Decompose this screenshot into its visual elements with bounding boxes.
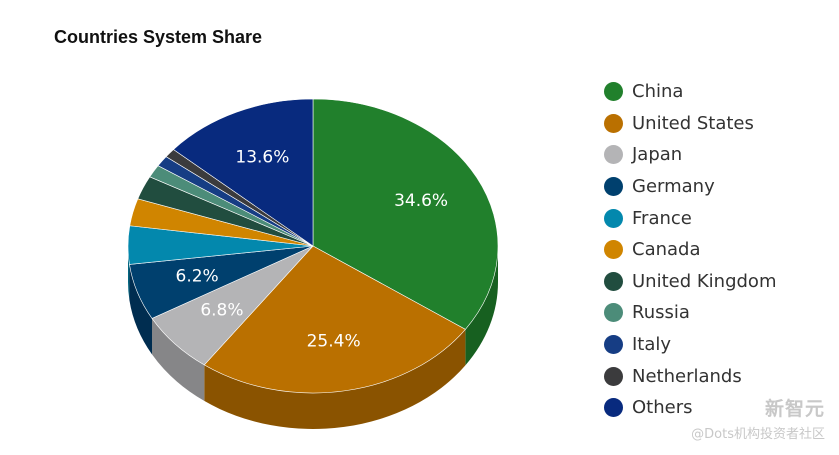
legend-swatch [604,366,623,386]
legend-label: Italy [632,334,672,356]
legend-item-france: France [604,202,776,234]
watermark: 新智元 @Dots机构投资者社区 [691,394,825,442]
pie-side-united-states [204,329,466,429]
legend-item-russia: Russia [604,297,776,329]
legend-swatch [604,177,623,197]
pie-label-germany: 6.2% [176,267,219,287]
pie-side-france [128,246,130,301]
legend-swatch [604,208,623,228]
legend-label: Germany [632,176,715,198]
legend-item-others: Others [604,392,776,424]
legend-swatch [604,335,623,355]
legend-item-netherlands: Netherlands [604,360,776,392]
pie-label-united-states: 25.4% [307,332,361,352]
pie-side-japan [152,318,205,401]
pie-slice-china [312,98,499,330]
legend-swatch [604,271,623,291]
watermark-source: @Dots机构投资者社区 [691,427,825,442]
legend-label: France [632,207,692,229]
legend-label: Canada [632,239,701,261]
pie-chart: 34.6% 25.4% 6.8% 6.2% 13.6% [127,98,499,429]
legend-item-canada: Canada [604,234,776,266]
legend-item-united-states: United States [604,108,776,140]
legend-swatch [604,82,623,102]
legend-swatch [604,303,623,323]
legend-label: Russia [632,302,690,324]
legend-label: United States [632,112,754,134]
legend-item-italy: Italy [604,329,776,361]
legend-label: Netherlands [632,365,742,387]
chart-legend: China United States Japan Germany France Cana… [604,76,776,424]
legend-item-germany: Germany [604,171,776,203]
legend-label: China [632,81,684,103]
pie-slice-united-states [203,245,466,394]
pie-label-japan: 6.8% [200,301,243,321]
legend-swatch [604,398,623,418]
legend-item-japan: Japan [604,139,776,171]
chart-title: Countries System Share [54,27,263,47]
legend-item-united-kingdom: United Kingdom [604,266,776,298]
legend-label: Others [632,397,693,419]
pie-label-others: 13.6% [235,148,289,168]
legend-swatch [604,113,623,133]
pie-slices [127,98,499,394]
legend-item-china: China [604,76,776,108]
pie-label-china: 34.6% [394,191,448,211]
watermark-brand: 新智元 [764,398,825,420]
legend-label: United Kingdom [632,270,777,292]
legend-swatch [604,145,623,165]
pie-side-china [465,246,498,366]
legend-label: Japan [632,144,683,166]
legend-swatch [604,240,623,260]
pie-labels: 34.6% 25.4% 6.8% 6.2% 13.6% [176,148,449,352]
pie-slice-others [172,98,314,247]
